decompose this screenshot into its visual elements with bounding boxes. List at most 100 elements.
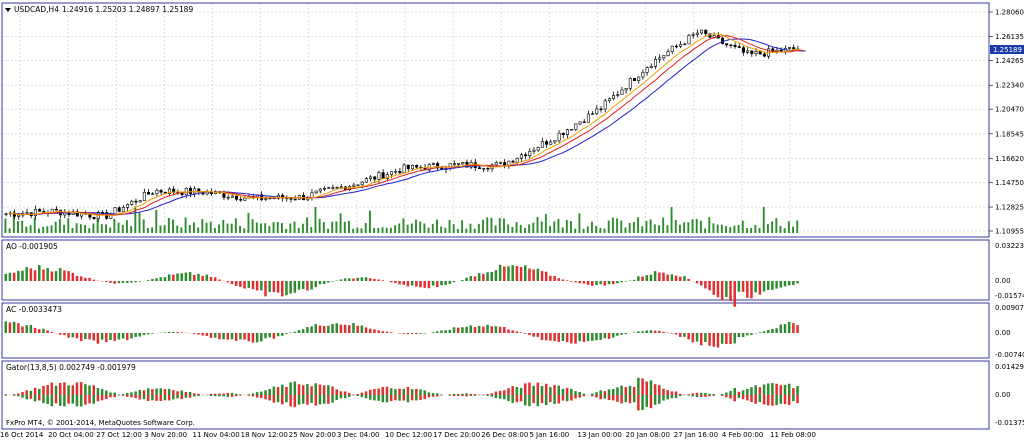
main-panel[interactable] (1, 2, 990, 238)
gator-bar (33, 395, 37, 402)
ac-bar (285, 333, 288, 334)
ao-bar (641, 276, 644, 281)
ao-bar (368, 278, 372, 281)
gator-bar (285, 395, 288, 403)
volume-bar (787, 221, 790, 233)
gator-bar (599, 390, 602, 395)
indicator-tick-label: 0.00 (995, 329, 1011, 337)
ac-bar (213, 333, 217, 338)
gator-bar (58, 382, 62, 395)
volume-bar (310, 226, 313, 233)
gator-bar (792, 388, 795, 395)
candle-body (17, 214, 21, 217)
gator-bar (725, 392, 728, 395)
ac-bar (58, 333, 62, 335)
gator-bar (419, 395, 422, 400)
gator-bar (46, 395, 49, 405)
ao-bar (331, 281, 334, 282)
ao-bar (226, 281, 230, 283)
gator-bar (121, 394, 125, 395)
volume-bar (490, 217, 493, 233)
candle-body (528, 151, 532, 157)
symbol-label: USDCAD,H4 (14, 5, 59, 14)
volume-bars (4, 206, 799, 233)
ao-bar (406, 281, 410, 287)
candle-body (536, 147, 540, 151)
volume-bar (461, 220, 464, 233)
ao-bar (146, 280, 150, 281)
ao-bar (42, 269, 45, 281)
gator-bar (436, 393, 439, 395)
candle-body (637, 76, 641, 82)
ao-bar (699, 281, 703, 286)
volume-bar (523, 227, 526, 233)
ac-bar (720, 333, 724, 344)
indicator-tick-label: -0.007404 (995, 351, 1024, 359)
candle-body (524, 154, 528, 157)
ac-bar (461, 327, 464, 333)
ao-bar (653, 271, 657, 281)
volume-bar (494, 225, 497, 233)
ao-bar (339, 279, 343, 281)
ao-bar (151, 278, 154, 281)
ac-bar (578, 333, 581, 342)
candle-body (729, 44, 733, 47)
candle-body (658, 57, 662, 60)
volume-bar (754, 225, 757, 233)
gator-bar (591, 395, 594, 397)
ao-bar (645, 275, 649, 281)
ac-bar (544, 333, 548, 341)
volume-bar (29, 225, 32, 233)
dropdown-arrow-icon[interactable] (5, 8, 11, 12)
ao-bar (255, 281, 259, 291)
candle-body (515, 158, 519, 163)
ac-bar (469, 325, 473, 333)
gator-bar (79, 395, 83, 407)
ac-bar (574, 333, 577, 344)
gator-panel[interactable] (1, 360, 990, 430)
volume-bar (243, 228, 246, 233)
candle-body (616, 94, 620, 96)
volume-bar (695, 218, 698, 233)
gator-bar (226, 395, 230, 397)
time-tick-label: 10 Dec 12:00 (385, 431, 432, 439)
candle-body (318, 188, 322, 192)
gator-bar (348, 392, 351, 395)
volume-bar (544, 214, 547, 233)
gator-bar (486, 393, 489, 395)
gator-bar (364, 391, 368, 395)
volume-bar (415, 219, 417, 233)
volume-bar (314, 206, 317, 233)
ac-bar (787, 321, 791, 333)
ao-bar (234, 281, 238, 286)
gator-bar (184, 391, 188, 395)
current-price-box (990, 45, 1024, 54)
ac-bar (17, 323, 20, 333)
ac-bar (100, 333, 104, 340)
volume-bar (427, 227, 430, 233)
ao-panel[interactable] (1, 239, 990, 301)
ao-bar (281, 281, 284, 297)
price-tick-label: 1.22340 (995, 82, 1024, 90)
gator-bar (310, 395, 313, 403)
volume-bar (71, 227, 74, 233)
candle-body (720, 37, 724, 44)
gator-bar (549, 395, 552, 403)
gator-bar (452, 393, 456, 395)
gator-bar (138, 395, 142, 400)
volume-bar (75, 223, 78, 233)
volume-bar (134, 206, 137, 233)
gator-bar (720, 393, 724, 395)
gator-bar (406, 386, 410, 395)
ac-bar (8, 322, 12, 333)
ac-bar (92, 333, 95, 341)
candle-body (151, 193, 155, 195)
ao-bar (21, 270, 24, 281)
ao-bar (452, 281, 456, 283)
gator-bar (193, 393, 196, 395)
ac-bar (109, 333, 112, 340)
ac-bar (201, 333, 204, 336)
ac-panel[interactable] (1, 302, 990, 359)
gator-bar (58, 395, 62, 406)
